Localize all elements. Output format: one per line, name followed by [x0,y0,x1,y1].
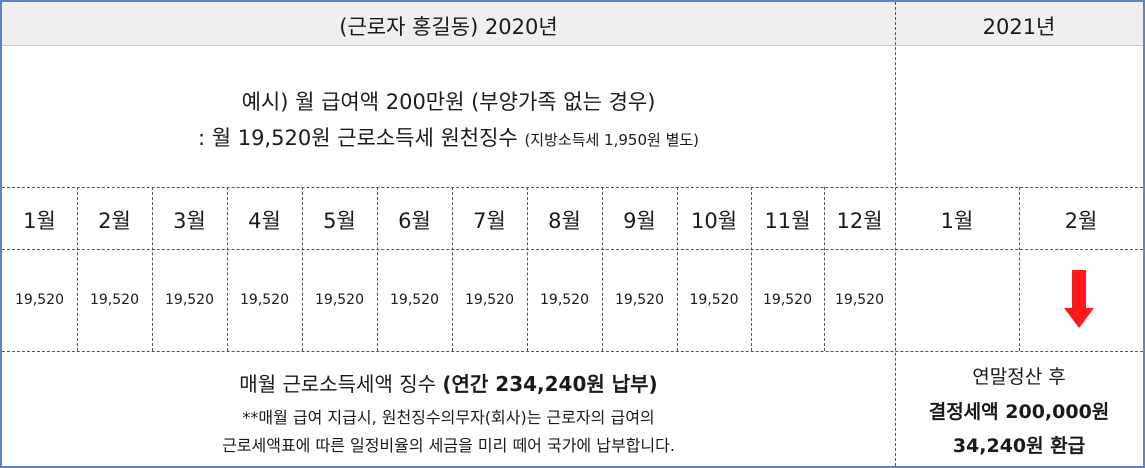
tax-value: 19,520 [689,292,739,308]
tax-value: 19,520 [240,292,289,308]
year-divider [895,2,896,466]
month-label: 4월 [248,209,281,233]
tax-value: 19,520 [540,292,589,308]
tax-value: 19,520 [615,292,664,308]
values-bottom-line [2,351,1143,352]
tax-value: 19,520 [465,292,514,308]
col-divider [452,187,453,351]
example-line-2: : 월 19,520원 근로소득세 원천징수 (지방소득세 1,950원 별도) [2,122,895,152]
tax-value: 19,520 [165,292,214,308]
month-label: 12월 [836,209,883,233]
col-divider [602,187,603,351]
col-divider [152,187,153,351]
month-label: 7월 [473,209,506,233]
month-label: 3월 [173,209,206,233]
col-divider [824,187,825,351]
month-label: 2월 [98,209,131,233]
tax-value: 19,520 [763,292,812,308]
col-divider [302,187,303,351]
bottom-left-title: 매월 근로소득세액 징수 (연간 234,240원 납부) [2,368,895,397]
month-label-2021: 1월 [940,209,974,233]
tax-value: 19,520 [90,292,139,308]
down-arrow-icon [1062,268,1096,332]
month-label: 6월 [398,209,431,233]
col-divider [377,187,378,351]
bottom-left-note-2: 근로세액표에 따른 일정비율의 세금을 미리 떼어 국가에 납부합니다. [222,436,675,455]
month-label: 5월 [323,209,356,233]
month-label: 11월 [764,209,811,233]
bottom-left-title-bold: (연간 234,240원 납부) [442,372,658,396]
header-title-2021: 2021년 [982,15,1056,39]
example-line-2-main: : 월 19,520원 근로소득세 원천징수 [197,126,518,150]
header-title-2020: (근로자 홍길동) 2020년 [339,15,558,39]
bottom-left-note-1: **매월 급여 지급시, 원천징수의무자(회사)는 근로자의 급여의 [242,408,655,427]
month-label: 10월 [690,209,738,233]
tax-value: 19,520 [315,292,364,308]
month-label: 8월 [548,209,581,233]
col-divider [227,187,228,351]
col-divider [751,187,752,351]
bottom-right-line-1: 연말정산 후 [972,366,1066,388]
col-divider [677,187,678,351]
months-top-line [2,187,1143,188]
tax-value: 19,520 [390,292,439,308]
col-divider [527,187,528,351]
col-divider [1019,187,1020,351]
tax-value: 19,520 [835,292,884,308]
values-top-line [2,249,1143,250]
month-label: 1월 [23,209,56,233]
bottom-right-line-2: 결정세액 200,000원 [928,401,1110,423]
bottom-right-line-3: 34,240원 환급 [952,435,1086,457]
bottom-left-title-prefix: 매월 근로소득세액 징수 [239,372,443,396]
month-label: 9월 [623,209,656,233]
tax-value: 19,520 [15,292,64,308]
example-line-2-note: (지방소득세 1,950원 별도) [524,131,700,149]
month-label-2021: 2월 [1064,209,1098,233]
example-line-1: 예시) 월 급여액 200만원 (부양가족 없는 경우) [241,90,656,114]
col-divider [77,187,78,351]
header-row: (근로자 홍길동) 2020년 2021년 [2,2,1143,46]
